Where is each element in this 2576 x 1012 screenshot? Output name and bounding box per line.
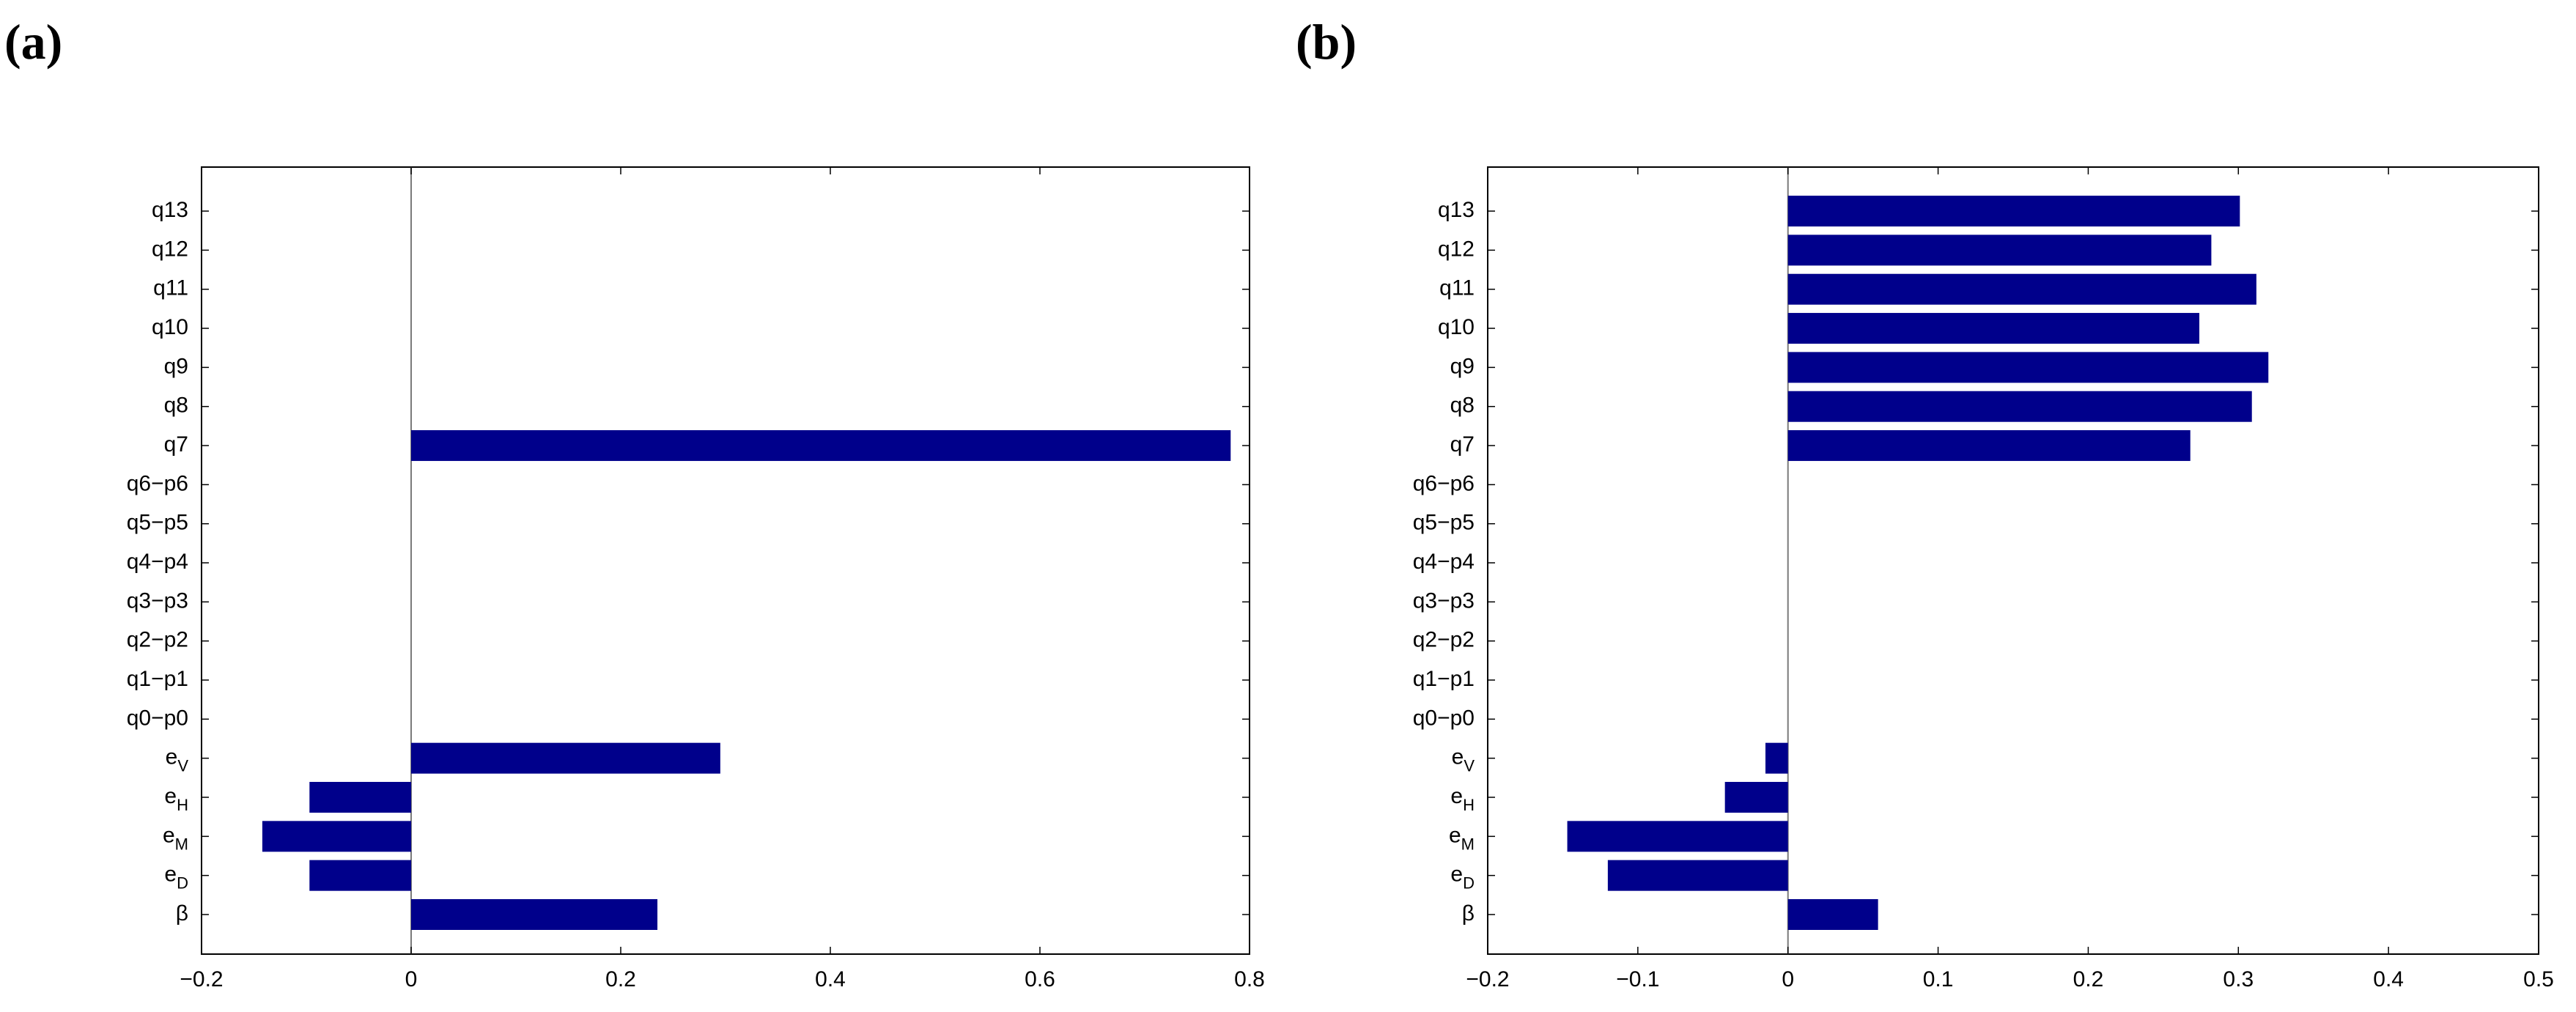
bar-13 [1787, 391, 2252, 422]
chart-a: β eD eM eH eV q0−p0 q1−p1 q2−p2 q3−p3 q4−p4 q5−p5 q… [127, 166, 1265, 991]
bar-17 [1787, 234, 2212, 266]
y-tick-label: q11 [153, 276, 188, 300]
bar-1 [1607, 860, 1788, 891]
y-tick-label: q13 [152, 198, 188, 222]
x-tick-label: 0.4 [2373, 967, 2404, 991]
y-tick-label: q12 [1438, 237, 1475, 261]
y-tick-label: eH [164, 784, 188, 814]
y-tick-label: eV [1452, 745, 1475, 775]
y-tick-label: q8 [1450, 394, 1475, 418]
y-tick-label: q10 [152, 315, 188, 339]
panel-label-a: (a) [4, 14, 62, 70]
x-tick-label: 0 [1782, 967, 1794, 991]
y-tick-label: eH [1450, 784, 1475, 814]
plot-frame [201, 166, 1250, 955]
bar-12 [411, 430, 1231, 462]
bar-2 [1567, 821, 1788, 852]
y-tick-label: q11 [1439, 276, 1475, 300]
plot-frame [1487, 166, 2539, 955]
bar-18 [1787, 196, 2240, 227]
x-tick-label: 0.1 [1923, 967, 1954, 991]
x-tick-label: 0.8 [1234, 967, 1265, 991]
y-tick-label: q7 [1450, 432, 1475, 457]
y-tick-label: q10 [1438, 315, 1475, 339]
bar-15 [1787, 313, 2200, 344]
y-tick-label: q5−p5 [1413, 511, 1475, 535]
y-tick-label: q0−p0 [1413, 706, 1475, 730]
y-tick-label: q9 [164, 354, 188, 378]
chart-b: β eD eM eH eV q0−p0 q1−p1 q2−p2 q3−p3 q4−p4 q5−p5 q… [1413, 166, 2554, 991]
y-tick-label: q4−p4 [1413, 550, 1475, 574]
x-tick-label: 0.5 [2523, 967, 2554, 991]
y-tick-label: eD [1450, 863, 1475, 893]
bar-12 [1787, 430, 2191, 462]
y-tick-label: q3−p3 [1413, 588, 1475, 613]
y-tick-label: eV [166, 745, 189, 775]
bar-0 [411, 899, 658, 930]
x-tick-label: 0.6 [1025, 967, 1055, 991]
x-tick-label: −0.2 [1466, 967, 1509, 991]
y-tick-label: q1−p1 [1413, 667, 1475, 691]
y-tick-label: q12 [152, 237, 188, 261]
bar-4 [411, 742, 720, 774]
x-tick-label: 0.4 [815, 967, 846, 991]
bar-1 [309, 860, 411, 891]
y-tick-label: q8 [164, 394, 188, 418]
bar-4 [1765, 742, 1788, 774]
y-tick-label: q4−p4 [127, 550, 188, 574]
x-tick-label: 0 [405, 967, 418, 991]
y-tick-label: β [176, 901, 188, 926]
y-tick-label: q3−p3 [127, 588, 188, 613]
bar-2 [262, 821, 411, 852]
bar-0 [1787, 899, 1878, 930]
bar-16 [1787, 273, 2256, 305]
y-tick-label: q9 [1450, 354, 1475, 378]
y-tick-label: q6−p6 [1413, 471, 1475, 495]
y-tick-label: q7 [164, 432, 188, 457]
x-tick-label: 0.3 [2223, 967, 2254, 991]
panel-label-b: (b) [1296, 14, 1357, 70]
y-tick-label: q0−p0 [127, 706, 188, 730]
y-tick-label: eD [164, 863, 188, 893]
y-tick-label: eM [1449, 823, 1475, 853]
y-tick-label: q6−p6 [127, 471, 188, 495]
y-tick-label: q1−p1 [127, 667, 188, 691]
y-tick-label: q2−p2 [127, 628, 188, 652]
x-tick-label: −0.2 [180, 967, 223, 991]
bar-3 [1724, 782, 1788, 813]
y-tick-label: β [1462, 901, 1475, 926]
y-tick-label: q2−p2 [1413, 628, 1475, 652]
bar-14 [1787, 352, 2269, 383]
x-tick-label: 0.2 [2073, 967, 2104, 991]
y-tick-label: q13 [1438, 198, 1475, 222]
x-tick-label: −0.1 [1616, 967, 1659, 991]
x-tick-label: 0.2 [605, 967, 636, 991]
y-tick-label: q5−p5 [127, 511, 188, 535]
y-tick-label: eM [163, 823, 188, 853]
bar-3 [309, 782, 411, 813]
